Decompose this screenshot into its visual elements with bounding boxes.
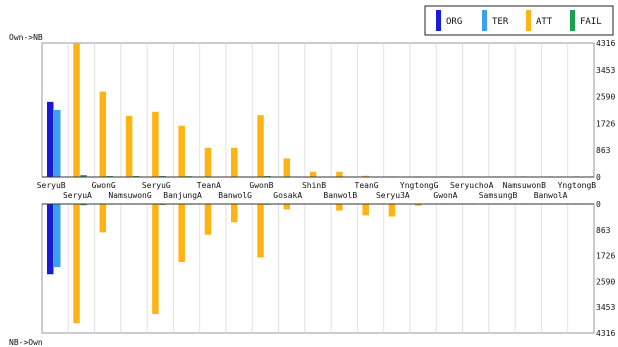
bar-bottom-att [231, 204, 238, 223]
bar-bottom-ter [54, 204, 61, 268]
bar-top-att [152, 111, 159, 177]
y-tick-label-top: 2590 [596, 93, 615, 102]
bar-top-att [257, 115, 264, 177]
category-label: YngtongG [400, 181, 439, 190]
legend-swatch-fail [570, 10, 575, 31]
y-tick-label-bottom: 863 [596, 226, 611, 235]
bar-bottom-att [388, 204, 396, 217]
top-plot-frame [41, 42, 595, 178]
category-label: SamsungB [479, 191, 518, 200]
category-label: NamsuwonG [108, 191, 152, 200]
legend-frame [424, 5, 614, 36]
y-ticks: 0 0 863 863 1726 1726 2590 2590 3453 3453 4316 4316 [596, 39, 615, 338]
bar-top-att [309, 171, 317, 177]
y-tick-label-bottom: 0 [596, 200, 601, 209]
bar-bottom-fail [80, 204, 87, 206]
category-label: GwonG [92, 181, 116, 190]
legend-swatch-att [526, 10, 531, 31]
top-direction-label: Own->NB [9, 33, 43, 42]
category-label: SeryuB [37, 181, 66, 190]
category-label: GosakA [273, 191, 302, 200]
category-label: SeryuchoA [450, 181, 494, 190]
bar-bottom-att [99, 204, 107, 233]
y-tick-label-top: 4316 [596, 39, 615, 48]
category-label: TeanG [355, 181, 379, 190]
y-tick-label-top: 863 [596, 146, 611, 155]
category-label: SeryuG [142, 181, 171, 190]
bar-top-att [125, 115, 133, 177]
bar-bottom-att [415, 204, 422, 206]
bar-top-att [336, 171, 343, 177]
category-label: BanwolB [323, 191, 357, 200]
bar-bottom-org [47, 204, 54, 275]
bar-top-att [283, 158, 291, 177]
legend-swatch-ter [482, 10, 487, 31]
y-tick-label-top: 1726 [596, 119, 615, 128]
bar-top-fail [80, 175, 87, 177]
bar-bottom-att [283, 204, 291, 210]
y-tick-label-bottom: 2590 [596, 277, 615, 286]
bar-top-att [231, 147, 238, 177]
category-label: BanjungA [163, 191, 202, 200]
bars [47, 43, 580, 324]
bar-bottom-att [204, 204, 212, 235]
bar-top-att [178, 125, 185, 177]
bottom-plot-frame [41, 203, 595, 334]
bar-top-att [73, 43, 80, 177]
bar-bottom-att [152, 204, 159, 314]
category-label: ShinB [302, 181, 326, 190]
category-label: Seryu3A [376, 191, 410, 200]
bar-top-att [99, 91, 107, 177]
y-tick-label-bottom: 4316 [596, 329, 615, 338]
category-label: GwonA [433, 191, 457, 200]
bar-bottom-att [257, 204, 264, 258]
bar-top-org [47, 101, 54, 177]
bar-top-ter [54, 109, 61, 177]
bar-bottom-att [73, 204, 80, 324]
category-label: YngtongB [558, 181, 597, 190]
category-labels: SeryuBSeryuAGwonGNamsuwonGSeryuGBanjungA… [37, 181, 597, 200]
legend-label-fail: FAIL [580, 17, 602, 27]
legend-items: ORG TER ATT FAIL [436, 10, 602, 31]
bar-bottom-att [362, 204, 369, 216]
y-tick-label-top: 0 [596, 173, 601, 182]
bottom-direction-label: NB->Own [9, 338, 43, 347]
y-tick-label-bottom: 1726 [596, 252, 615, 261]
category-label: BanwolG [218, 191, 252, 200]
y-tick-label-bottom: 3453 [596, 303, 615, 312]
bar-bottom-att [178, 204, 185, 262]
legend-label-ter: TER [492, 17, 509, 27]
category-label: BanwolA [534, 191, 568, 200]
grid [67, 43, 569, 333]
legend-swatch-org [436, 10, 441, 31]
category-label: GwonB [249, 181, 273, 190]
legend: ORG TER ATT FAIL [424, 5, 614, 36]
category-label: SeryuA [63, 191, 92, 200]
bar-bottom-att [336, 204, 343, 211]
bar-top-att [204, 147, 212, 177]
legend-label-org: ORG [446, 17, 462, 27]
bar-top-att [362, 175, 369, 177]
legend-label-att: ATT [536, 17, 553, 27]
category-label: NamsuwonB [503, 181, 547, 190]
category-label: TeanA [197, 181, 221, 190]
y-tick-label-top: 3453 [596, 66, 615, 75]
